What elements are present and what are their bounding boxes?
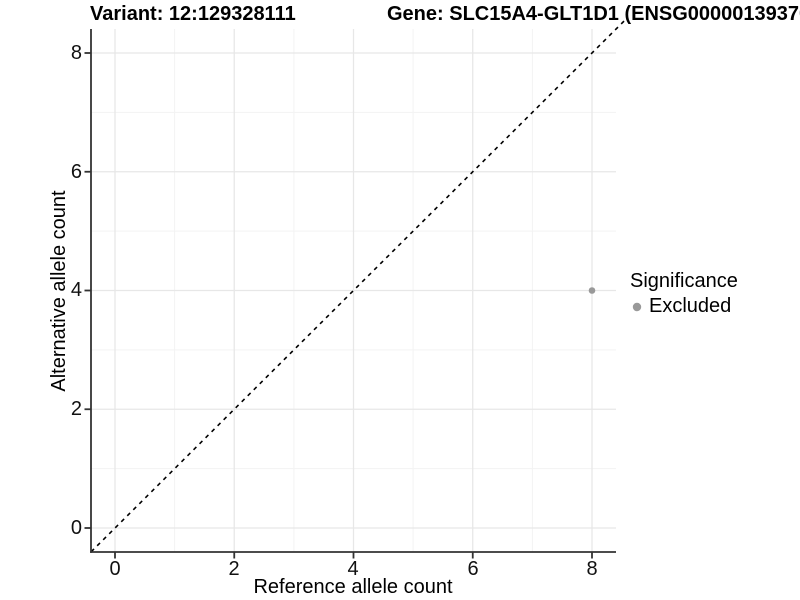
gene-title: Gene: SLC15A4-GLT1D1 (ENSG00000139370 [387,3,800,25]
x-tick-label-2: 2 [228,558,240,580]
legend-point-icon [632,302,642,311]
y-tick-label-4: 4 [70,279,82,301]
x-axis-title: Reference allele count [253,576,453,598]
legend-entry-excluded: Excluded [630,295,738,318]
data-point [588,287,596,294]
points-layer [588,287,596,294]
x-tick-label-8: 8 [586,558,598,580]
x-tick-label-6: 6 [467,558,479,580]
legend-title: Significance [630,270,738,292]
x-tick-label-4: 4 [347,558,359,580]
variant-title: Variant: 12:129328111 [90,3,296,25]
legend: Significance Excluded [630,270,738,318]
dashed-diagonal-line [90,19,626,553]
y-tick-label-6: 6 [70,161,82,183]
identity-reference-line [90,19,626,553]
y-tick-label-0: 0 [70,517,82,539]
y-tick-label-8: 8 [70,42,82,64]
y-axis-title: Alternative allele count [48,190,70,392]
legend-entry-label: Excluded [649,295,732,317]
axis-tick-marks [84,52,593,559]
y-tick-label-2: 2 [70,398,82,420]
major-gridlines [91,29,616,552]
x-tick-label-0: 0 [109,558,121,580]
